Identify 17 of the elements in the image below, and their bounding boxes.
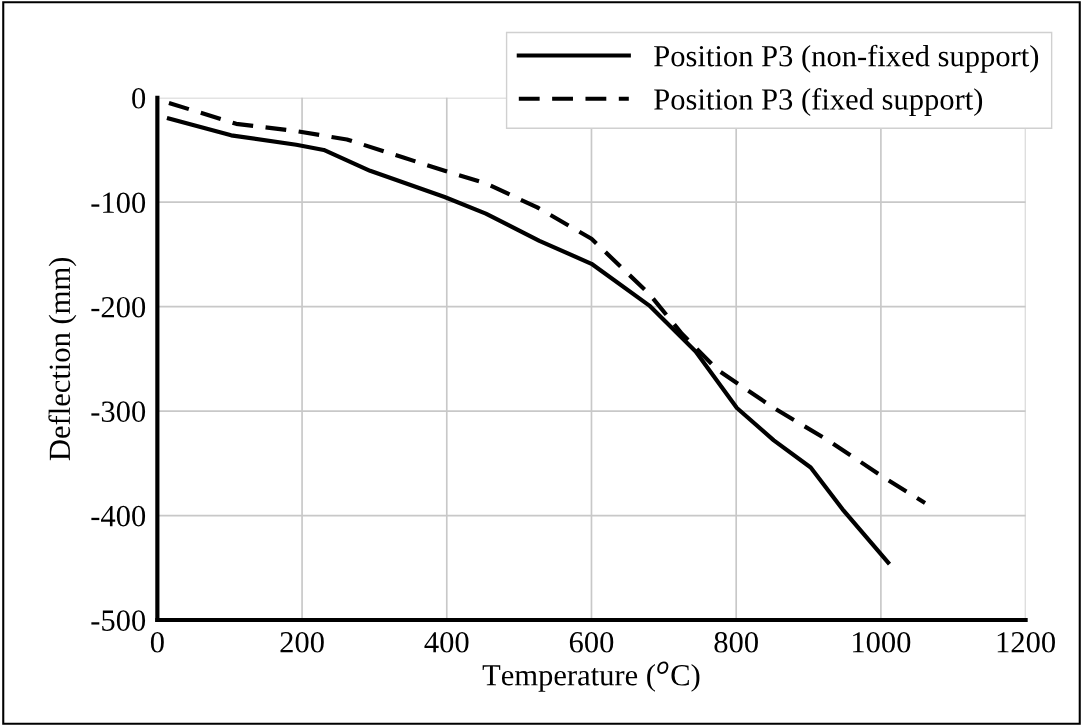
x-tick-label: 800 (714, 632, 758, 653)
y-tick-label: 0 (132, 88, 146, 109)
x-tick-label: 400 (424, 632, 469, 653)
y-tick-label: -100 (91, 192, 146, 214)
y-tick-label: -300 (91, 401, 146, 422)
y-tick-label: -200 (91, 296, 146, 318)
x-axis-title: Temperature ($^{o}$C) (482, 661, 700, 692)
x-tick-label: 0 (150, 632, 164, 653)
y-axis-title: Deflection (mm) (48, 257, 77, 461)
x-tick-label: 1000 (853, 632, 911, 653)
legend-label: Position P3 (fixed support) (654, 87, 983, 116)
x-tick-label: 1200 (997, 632, 1055, 653)
y-tick-label: -500 (91, 610, 146, 631)
x-tick-label: 600 (569, 632, 614, 653)
legend-label: Position P3 (non-fixed support) (654, 44, 1039, 73)
x-tick-label: 200 (280, 632, 324, 653)
y-tick-label: -400 (91, 505, 146, 527)
